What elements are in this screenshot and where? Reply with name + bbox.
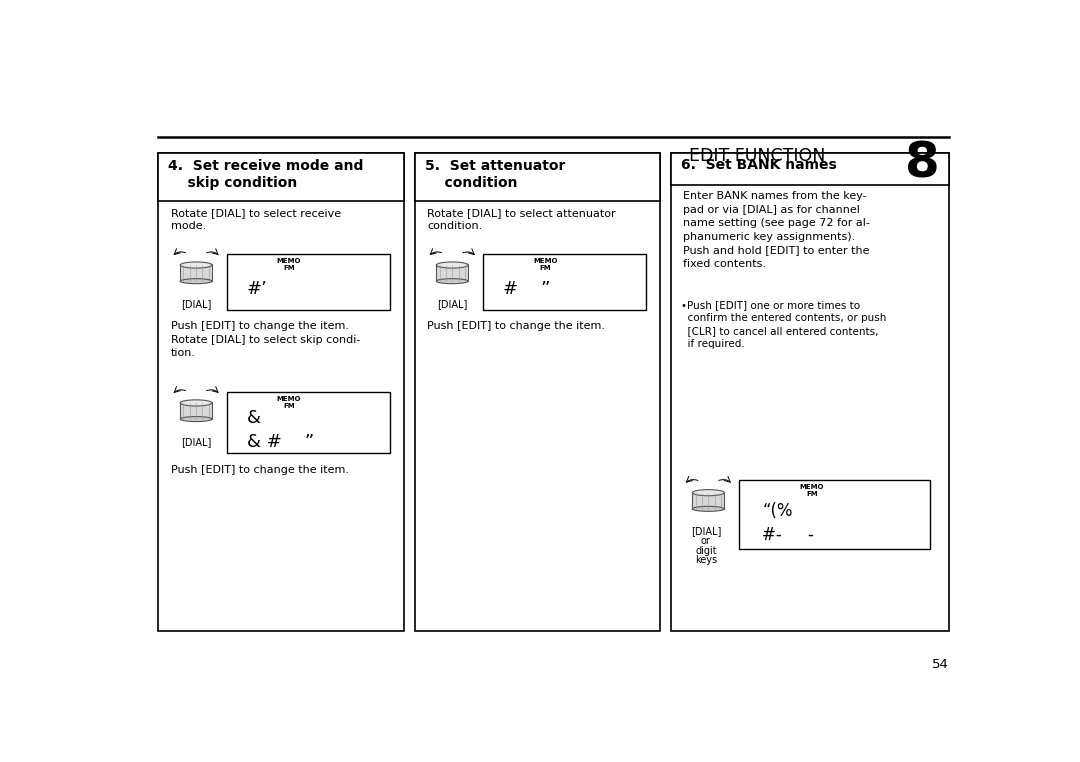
FancyBboxPatch shape bbox=[159, 153, 404, 631]
Text: 8: 8 bbox=[905, 139, 941, 187]
FancyBboxPatch shape bbox=[436, 264, 468, 281]
Ellipse shape bbox=[436, 262, 468, 268]
Text: [DIAL]: [DIAL] bbox=[181, 299, 212, 309]
FancyBboxPatch shape bbox=[227, 254, 390, 309]
Text: MEMO
FM: MEMO FM bbox=[532, 258, 557, 271]
Text: #    ”: # ” bbox=[503, 280, 551, 297]
Text: &
& #    ”: & & # ” bbox=[246, 409, 314, 451]
Text: MEMO
FM: MEMO FM bbox=[799, 484, 824, 497]
FancyBboxPatch shape bbox=[483, 254, 647, 309]
Text: Push [EDIT] to change the item.
Rotate [DIAL] to select skip condi-
tion.: Push [EDIT] to change the item. Rotate [… bbox=[171, 322, 361, 358]
Text: Push [EDIT] to change the item.: Push [EDIT] to change the item. bbox=[427, 322, 605, 331]
Text: or: or bbox=[701, 536, 711, 546]
Text: 54: 54 bbox=[932, 658, 948, 671]
Text: 4.  Set receive mode and
    skip condition: 4. Set receive mode and skip condition bbox=[168, 159, 364, 190]
Ellipse shape bbox=[692, 490, 725, 496]
Text: MEMO
FM: MEMO FM bbox=[276, 258, 301, 271]
FancyBboxPatch shape bbox=[415, 153, 660, 631]
Ellipse shape bbox=[180, 279, 212, 283]
Text: MEMO
FM: MEMO FM bbox=[276, 396, 301, 409]
Ellipse shape bbox=[180, 400, 212, 406]
Text: “(%
#-     -: “(% #- - bbox=[762, 502, 814, 543]
Text: digit: digit bbox=[696, 546, 717, 555]
FancyBboxPatch shape bbox=[159, 153, 404, 201]
Ellipse shape bbox=[692, 506, 725, 511]
FancyBboxPatch shape bbox=[692, 492, 725, 509]
Text: Push [EDIT] to change the item.: Push [EDIT] to change the item. bbox=[171, 465, 349, 475]
FancyBboxPatch shape bbox=[740, 480, 930, 549]
FancyBboxPatch shape bbox=[671, 153, 948, 631]
Ellipse shape bbox=[180, 417, 212, 421]
Text: #’: #’ bbox=[246, 280, 268, 297]
Ellipse shape bbox=[436, 279, 468, 283]
Text: [DIAL]: [DIAL] bbox=[437, 299, 468, 309]
FancyBboxPatch shape bbox=[415, 153, 660, 201]
FancyBboxPatch shape bbox=[180, 402, 212, 419]
Text: Enter BANK names from the key-
pad or via [DIAL] as for channel
name setting (se: Enter BANK names from the key- pad or vi… bbox=[684, 191, 870, 269]
Text: EDIT FUNCTION: EDIT FUNCTION bbox=[689, 147, 825, 165]
Text: Rotate [DIAL] to select attenuator
condition.: Rotate [DIAL] to select attenuator condi… bbox=[427, 208, 616, 232]
Text: [DIAL]: [DIAL] bbox=[690, 526, 721, 536]
Text: keys: keys bbox=[694, 555, 717, 565]
Text: 6.  Set BANK names: 6. Set BANK names bbox=[680, 158, 837, 172]
Text: 5.  Set attenuator
    condition: 5. Set attenuator condition bbox=[424, 159, 565, 190]
FancyBboxPatch shape bbox=[227, 392, 390, 453]
Text: [DIAL]: [DIAL] bbox=[181, 437, 212, 447]
FancyBboxPatch shape bbox=[180, 264, 212, 281]
FancyBboxPatch shape bbox=[671, 153, 948, 185]
Text: •Push [EDIT] one or more times to
  confirm the entered contents, or push
  [CLR: •Push [EDIT] one or more times to confir… bbox=[680, 299, 886, 349]
Text: Rotate [DIAL] to select receive
mode.: Rotate [DIAL] to select receive mode. bbox=[171, 208, 341, 232]
Ellipse shape bbox=[180, 262, 212, 268]
